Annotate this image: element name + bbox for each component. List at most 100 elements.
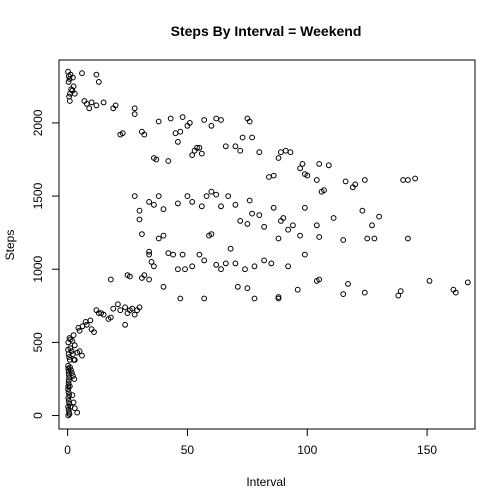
data-point [146, 199, 153, 205]
data-point [290, 222, 296, 229]
data-point [170, 251, 177, 258]
data-point [160, 206, 167, 213]
data-point [275, 235, 282, 242]
data-point [244, 221, 251, 227]
data-point [69, 370, 75, 377]
data-point [313, 177, 320, 183]
data-point [70, 399, 77, 406]
data-point [141, 131, 148, 138]
y-tick-label: 0 [31, 412, 45, 419]
data-point [359, 207, 366, 214]
data-point [297, 232, 304, 239]
data-point [122, 304, 128, 311]
data-point [68, 367, 74, 374]
data-point [227, 245, 234, 252]
data-point [177, 295, 184, 302]
data-point [184, 193, 191, 200]
data-point [146, 276, 153, 283]
data-point [266, 174, 272, 180]
data-point [218, 266, 224, 273]
data-point [66, 98, 73, 104]
data-point [287, 149, 294, 156]
data-point [302, 204, 308, 211]
data-point [464, 279, 471, 286]
data-point [201, 295, 208, 302]
data-point [194, 144, 200, 151]
data-point [208, 188, 215, 195]
data-point [70, 83, 77, 90]
data-point [268, 260, 275, 267]
x-tick-label: 100 [297, 443, 317, 457]
data-point [256, 212, 263, 219]
data-point [282, 147, 289, 154]
data-point [110, 305, 117, 312]
data-point [285, 226, 292, 233]
data-point [361, 177, 368, 183]
data-point [167, 115, 174, 122]
data-point [299, 161, 306, 167]
data-point [426, 278, 433, 284]
data-point [198, 150, 205, 157]
data-point [153, 156, 160, 163]
data-point [196, 144, 203, 151]
data-point [172, 130, 179, 137]
data-point [65, 412, 72, 419]
data-point [88, 99, 95, 106]
data-point [165, 250, 172, 257]
data-point [139, 231, 145, 238]
data-point [131, 311, 138, 318]
data-point [160, 283, 167, 290]
data-point [321, 187, 327, 194]
data-point [237, 147, 244, 154]
data-point [285, 263, 292, 270]
y-tick-label: 2000 [31, 109, 45, 136]
data-point [270, 204, 277, 211]
data-point [65, 389, 72, 396]
data-point [186, 120, 193, 126]
data-point [83, 321, 90, 328]
data-point [222, 260, 229, 267]
data-point [117, 307, 124, 314]
data-point [179, 114, 186, 120]
data-point [155, 235, 162, 242]
data-point [232, 201, 239, 208]
data-point [218, 203, 224, 210]
data-point [131, 111, 138, 117]
x-tick-label: 150 [417, 443, 437, 457]
data-point [395, 292, 402, 299]
data-point [369, 222, 375, 229]
data-point [412, 175, 419, 182]
data-point [249, 134, 256, 141]
data-point [68, 348, 75, 355]
data-point [189, 263, 196, 270]
data-point [87, 317, 94, 324]
data-point [71, 90, 78, 97]
data-point [119, 130, 126, 137]
data-point [175, 266, 181, 273]
data-point [177, 128, 184, 135]
data-point [100, 311, 107, 318]
data-point [79, 352, 85, 359]
data-point [325, 162, 332, 169]
y-axis-label: Steps [3, 230, 17, 261]
data-point [340, 291, 347, 298]
data-point [297, 165, 304, 172]
data-point [278, 149, 284, 156]
data-point [234, 283, 241, 290]
data-point [151, 263, 157, 270]
data-point [304, 172, 311, 179]
data-point [67, 364, 73, 371]
data-point [213, 261, 220, 268]
data-point [213, 115, 220, 122]
data-point [452, 289, 459, 296]
data-point [71, 357, 78, 363]
data-point [251, 263, 258, 270]
data-point [93, 71, 100, 78]
data-points [65, 68, 471, 419]
data-point [65, 403, 71, 410]
data-point [364, 235, 371, 242]
data-point [179, 251, 186, 258]
data-point [86, 105, 93, 112]
data-point [141, 272, 148, 279]
data-point [136, 207, 143, 214]
